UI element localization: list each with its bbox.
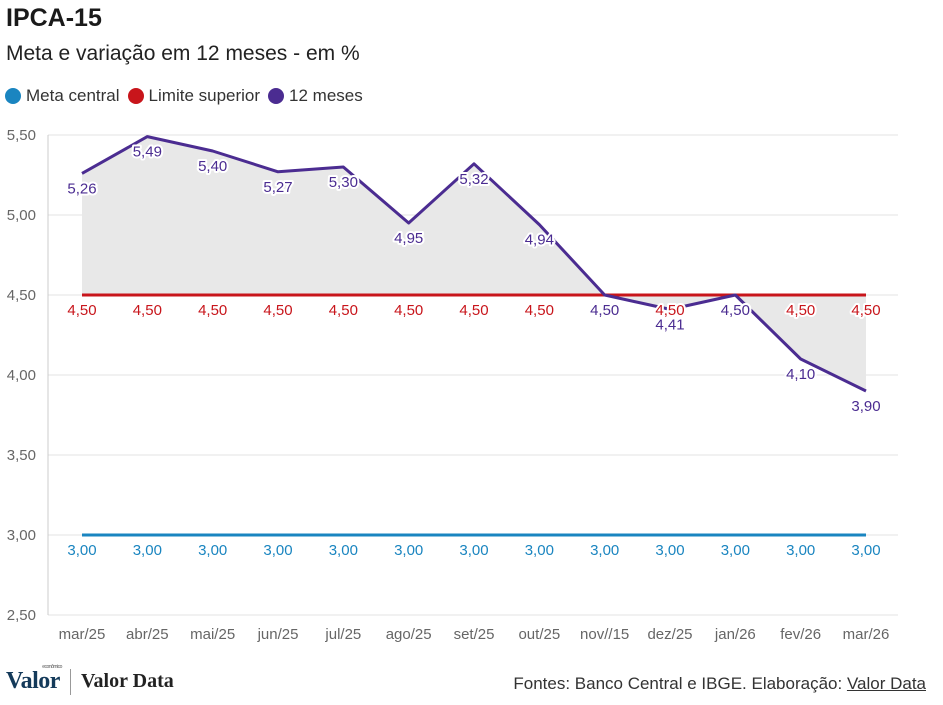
valor-data-brand: Valor Data xyxy=(80,670,174,692)
legend-item-limite-superior: Limite superior xyxy=(127,86,261,106)
legend-dot-meta-central xyxy=(5,88,21,104)
data-label-limite-superior: 4,50 xyxy=(394,302,423,319)
x-tick-label: nov//15 xyxy=(580,626,629,643)
series-line-12-meses xyxy=(81,135,867,393)
data-label-limite-superior: 4,50 xyxy=(263,302,292,319)
x-tick-label: set/25 xyxy=(454,626,495,643)
legend: Meta central Limite superior 12 meses xyxy=(5,86,371,106)
valor-logo-text: Valor xyxy=(6,668,60,694)
data-label-meta-central: 3,00 xyxy=(67,542,96,559)
data-label-limite-superior: 4,50 xyxy=(67,302,96,319)
valor-logo: Valor econômico xyxy=(6,664,62,695)
data-label-limite-superior: 4,50 xyxy=(459,302,488,319)
data-label-12-meses: 5,30 xyxy=(329,174,358,191)
legend-item-12-meses: 12 meses xyxy=(268,86,363,106)
data-label-limite-superior: 4,50 xyxy=(329,302,358,319)
data-label-limite-superior: 4,50 xyxy=(655,302,684,319)
data-label-12-meses: 4,10 xyxy=(786,366,815,383)
data-label-12-meses: 4,50 xyxy=(721,302,750,319)
data-label-limite-superior: 4,50 xyxy=(590,302,619,319)
data-label-meta-central: 3,00 xyxy=(655,542,684,559)
data-label-limite-superior: 4,50 xyxy=(851,302,880,319)
legend-item-meta-central: Meta central xyxy=(5,86,120,106)
line-chart: 2,50 3,00 3,50 4,00 4,50 5,00 5,50 3,00 3,00 3,00… xyxy=(7,127,898,643)
data-label-meta-central: 3,00 xyxy=(851,542,880,559)
data-label-meta-central: 3,00 xyxy=(459,542,488,559)
x-tick-label: ago/25 xyxy=(386,626,432,643)
x-tick-label: mar/25 xyxy=(59,626,106,643)
data-label-12-meses: 4,94 xyxy=(525,232,554,249)
legend-dot-limite-superior xyxy=(127,88,144,104)
x-tick-label: mai/25 xyxy=(190,626,235,643)
data-label-meta-central: 3,00 xyxy=(263,542,292,559)
legend-label-meta-central: Meta central xyxy=(26,86,120,105)
legend-dot-12-meses xyxy=(268,88,285,104)
data-label-12-meses: 4,41 xyxy=(655,316,684,333)
data-label-12-meses: 5,26 xyxy=(67,180,96,197)
y-tick-label: 4,00 xyxy=(7,367,36,384)
data-label-limite-superior: 4,50 xyxy=(786,302,815,319)
data-label-meta-central: 3,00 xyxy=(198,542,227,559)
data-label-limite-superior: 4,50 xyxy=(198,302,227,319)
data-label-meta-central: 3,00 xyxy=(133,542,162,559)
x-tick-label: jun/25 xyxy=(257,626,299,643)
data-label-limite-superior: 4,50 xyxy=(133,302,162,319)
data-label-meta-central: 3,00 xyxy=(590,542,619,559)
legend-label-12-meses: 12 meses xyxy=(289,86,363,105)
source-note: Fontes: Banco Central e IBGE. Elaboração… xyxy=(513,674,926,694)
shaded-area xyxy=(82,136,866,391)
chart-subtitle: Meta e variação em 12 meses - em % xyxy=(6,42,360,65)
data-label-meta-central: 3,00 xyxy=(721,542,750,559)
data-label-12-meses: 5,27 xyxy=(263,179,292,196)
x-tick-label: abr/25 xyxy=(126,626,169,643)
data-label-12-meses: 5,49 xyxy=(133,144,162,161)
y-tick-label: 3,00 xyxy=(7,527,36,544)
data-label-meta-central: 3,00 xyxy=(786,542,815,559)
y-tick-label: 5,50 xyxy=(7,127,36,144)
y-tick-label: 3,50 xyxy=(7,447,36,464)
chart-title: IPCA-15 xyxy=(6,4,102,32)
logo-divider xyxy=(69,668,71,695)
x-tick-label: fev/26 xyxy=(780,626,821,643)
valor-logo-small-text: econômico xyxy=(42,664,62,670)
source-prefix: Fontes: Banco Central e IBGE. Elaboração… xyxy=(513,674,847,693)
data-label-limite-superior: 4,50 xyxy=(721,302,750,319)
y-tick-label: 2,50 xyxy=(7,607,36,624)
data-label-meta-central: 3,00 xyxy=(329,542,358,559)
data-label-12-meses: 5,40 xyxy=(198,158,227,175)
legend-label-limite-superior: Limite superior xyxy=(148,86,261,105)
data-label-meta-central: 3,00 xyxy=(525,542,554,559)
data-label-meta-central: 3,00 xyxy=(394,542,423,559)
source-link[interactable]: Valor Data xyxy=(846,674,926,693)
x-tick-label: jan/26 xyxy=(714,626,756,643)
data-label-limite-superior: 4,50 xyxy=(525,302,554,319)
y-tick-label: 4,50 xyxy=(7,287,36,304)
footer-logo: Valor econômico Valor Data xyxy=(6,664,174,695)
y-tick-label: 5,00 xyxy=(7,207,36,224)
x-tick-label: jul/25 xyxy=(324,626,361,643)
data-label-12-meses: 4,95 xyxy=(394,230,423,247)
x-tick-label: out/25 xyxy=(518,626,560,643)
data-label-12-meses: 5,32 xyxy=(459,171,488,188)
x-tick-label: mar/26 xyxy=(843,626,890,643)
x-tick-label: dez/25 xyxy=(647,626,692,643)
data-label-12-meses: 3,90 xyxy=(851,398,880,415)
data-label-12-meses: 4,50 xyxy=(590,302,619,319)
